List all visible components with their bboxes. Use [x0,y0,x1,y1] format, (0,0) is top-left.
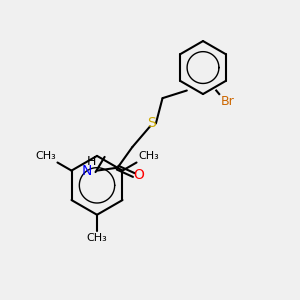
Text: S: S [147,116,156,130]
Text: CH₃: CH₃ [87,233,107,243]
Text: CH₃: CH₃ [138,151,159,161]
Text: Br: Br [221,95,234,108]
Text: N: N [81,164,92,178]
Text: O: O [134,168,145,182]
Text: H: H [87,155,96,168]
Text: CH₃: CH₃ [35,151,56,161]
